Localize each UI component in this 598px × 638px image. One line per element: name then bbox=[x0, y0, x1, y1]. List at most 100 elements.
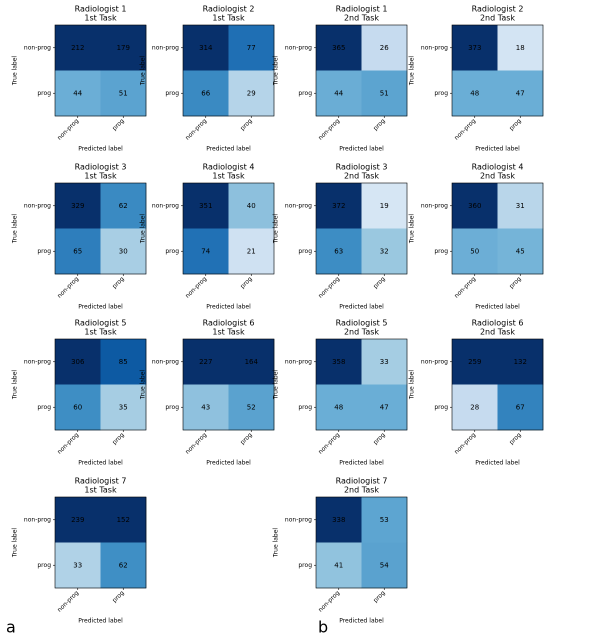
heatmap-cell bbox=[361, 70, 408, 117]
chart-title: Radiologist 4 bbox=[203, 163, 255, 172]
cell-label: 31 bbox=[516, 202, 525, 210]
heatmap-cell bbox=[55, 384, 101, 431]
chart-title: Radiologist 2 bbox=[472, 5, 524, 14]
cell-label: 21 bbox=[247, 247, 256, 255]
cell-label: 360 bbox=[468, 202, 481, 210]
heatmap-cell bbox=[452, 70, 498, 117]
heatmap-cell bbox=[100, 497, 147, 543]
y-tick-label: non-prog bbox=[24, 358, 51, 365]
cell-label: 227 bbox=[199, 358, 212, 366]
y-tick-label: prog bbox=[298, 404, 312, 411]
plot-frame bbox=[54, 182, 147, 275]
x-tick-label: prog bbox=[111, 431, 126, 446]
heatmap-cell bbox=[497, 384, 544, 431]
cell-label: 239 bbox=[71, 516, 84, 524]
y-axis-label: True label bbox=[140, 370, 147, 400]
y-tick-label: non-prog bbox=[24, 44, 51, 51]
chart-title: Radiologist 7 bbox=[75, 477, 127, 486]
heatmap-cell bbox=[55, 25, 101, 71]
heatmap-cell bbox=[316, 384, 362, 431]
plot-frame bbox=[451, 338, 544, 431]
y-tick-label: non-prog bbox=[152, 358, 179, 365]
y-tick-label: prog bbox=[165, 248, 179, 255]
y-axis-label: True label bbox=[140, 214, 147, 244]
plot-frame bbox=[54, 338, 147, 431]
heatmap-cell bbox=[361, 497, 408, 543]
y-tick-label: prog bbox=[298, 248, 312, 255]
y-axis-label: True label bbox=[273, 370, 280, 400]
y-tick-label: non-prog bbox=[152, 202, 179, 209]
cell-label: 28 bbox=[470, 403, 479, 411]
cell-label: 33 bbox=[380, 358, 389, 366]
cell-label: 67 bbox=[516, 403, 525, 411]
heatmap-cell bbox=[452, 183, 498, 229]
cell-label: 35 bbox=[119, 403, 128, 411]
x-tick-label: non-prog bbox=[317, 275, 341, 299]
heatmap-cell bbox=[100, 25, 147, 71]
cell-label: 44 bbox=[73, 89, 82, 97]
cell-label: 48 bbox=[470, 89, 479, 97]
plot-frame bbox=[54, 496, 147, 589]
x-tick-label: prog bbox=[372, 589, 387, 604]
x-axis-label: Predicted label bbox=[339, 304, 384, 311]
y-tick-label: prog bbox=[37, 562, 51, 569]
x-tick-label: non-prog bbox=[56, 117, 80, 141]
cell-label: 40 bbox=[247, 202, 256, 210]
x-tick-label: prog bbox=[239, 117, 254, 132]
y-axis-label: True label bbox=[12, 370, 19, 400]
y-tick-label: non-prog bbox=[421, 44, 448, 51]
heatmap-cell bbox=[183, 228, 229, 275]
chart-title: Radiologist 3 bbox=[336, 163, 388, 172]
x-axis-label: Predicted label bbox=[475, 460, 520, 467]
heatmap-cell bbox=[55, 497, 101, 543]
y-tick-label: non-prog bbox=[285, 358, 312, 365]
cell-label: 358 bbox=[332, 358, 345, 366]
chart-subtitle: 1st Task bbox=[84, 486, 117, 495]
cell-label: 338 bbox=[332, 516, 345, 524]
y-axis-label: True label bbox=[409, 370, 416, 400]
cell-label: 30 bbox=[119, 247, 128, 255]
x-tick-label: non-prog bbox=[184, 117, 208, 141]
plot-frame bbox=[182, 182, 275, 275]
heatmap-cell bbox=[361, 228, 408, 275]
cell-label: 365 bbox=[332, 44, 345, 52]
x-tick-label: prog bbox=[372, 275, 387, 290]
heatmap-cell bbox=[452, 384, 498, 431]
x-tick-label: prog bbox=[508, 275, 523, 290]
x-tick-label: non-prog bbox=[56, 275, 80, 299]
heatmap-cell bbox=[316, 25, 362, 71]
y-tick-label: prog bbox=[165, 90, 179, 97]
cell-label: 62 bbox=[119, 202, 128, 210]
panel-label: b bbox=[318, 618, 328, 637]
y-axis-label: True label bbox=[409, 56, 416, 86]
plot-frame bbox=[451, 182, 544, 275]
x-axis-label: Predicted label bbox=[78, 618, 123, 625]
chart-subtitle: 2nd Task bbox=[480, 172, 515, 181]
cell-label: 41 bbox=[334, 561, 343, 569]
heatmap-cell bbox=[228, 25, 275, 71]
cell-label: 43 bbox=[201, 403, 210, 411]
y-tick-label: non-prog bbox=[285, 516, 312, 523]
heatmap-cell bbox=[55, 70, 101, 117]
heatmap-cell bbox=[228, 339, 275, 385]
cell-label: 372 bbox=[332, 202, 345, 210]
cell-label: 51 bbox=[119, 89, 128, 97]
y-tick-label: prog bbox=[37, 404, 51, 411]
panel-label: a bbox=[6, 618, 16, 637]
chart-subtitle: 1st Task bbox=[212, 14, 245, 23]
chart-subtitle: 1st Task bbox=[84, 328, 117, 337]
heatmap-cell bbox=[316, 183, 362, 229]
plot-frame bbox=[315, 182, 408, 275]
y-axis-label: True label bbox=[12, 528, 19, 558]
y-tick-label: non-prog bbox=[285, 44, 312, 51]
heatmap-cell bbox=[497, 228, 544, 275]
y-tick-label: prog bbox=[434, 404, 448, 411]
x-tick-label: non-prog bbox=[453, 275, 477, 299]
heatmap-cell bbox=[361, 339, 408, 385]
cell-label: 77 bbox=[247, 44, 256, 52]
cell-label: 74 bbox=[201, 247, 210, 255]
y-tick-label: non-prog bbox=[24, 202, 51, 209]
cell-label: 179 bbox=[117, 44, 130, 52]
chart-title: Radiologist 1 bbox=[336, 5, 388, 14]
cell-label: 32 bbox=[380, 247, 389, 255]
